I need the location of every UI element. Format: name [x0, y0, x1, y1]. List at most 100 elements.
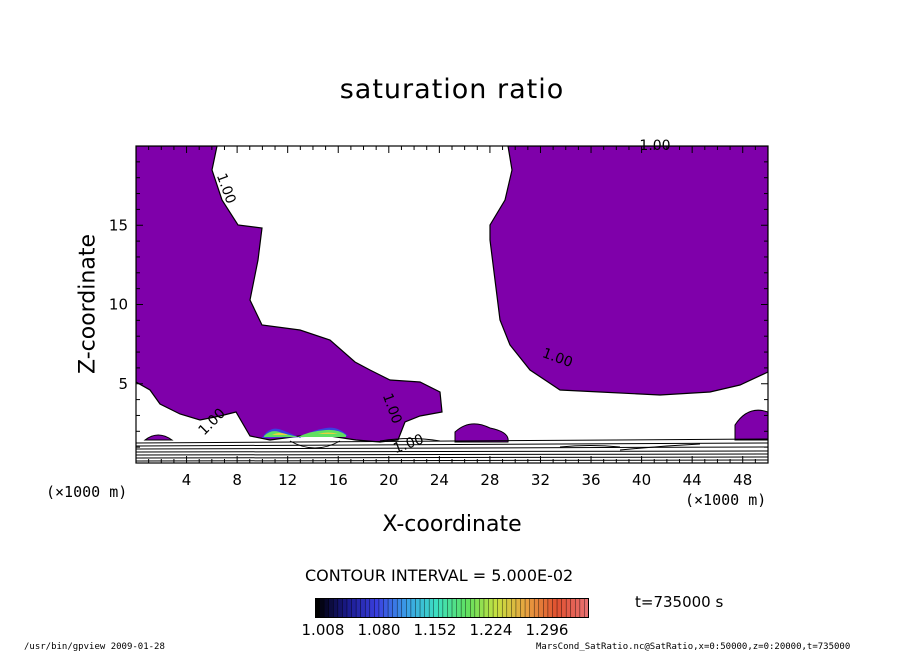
- colorbar-cell: [337, 598, 343, 618]
- colorbar-cell: [502, 598, 508, 618]
- colorbar: [315, 598, 589, 618]
- x-tick-label: 16: [329, 471, 348, 489]
- colorbar-cell: [356, 598, 362, 618]
- colorbar-labels: 1.008 1.080 1.152 1.224 1.296: [302, 621, 569, 639]
- footer-source: MarsCond_SatRatio.nc@SatRatio,x=0:50000,…: [536, 642, 851, 652]
- supersaturated-region-small-c: [734, 409, 768, 441]
- colorbar-cell: [452, 598, 458, 618]
- colorbar-cell: [561, 598, 567, 618]
- colorbar-cell: [319, 598, 325, 618]
- colorbar-cell: [465, 598, 471, 618]
- chart-title: saturation ratio: [339, 74, 565, 105]
- colorbar-cell: [534, 598, 540, 618]
- colorbar-tick-label: 1.008: [302, 621, 345, 639]
- footer-command: /usr/bin/gpview 2009-01-28: [24, 642, 165, 652]
- z-scale-label: (×1000 m): [46, 483, 128, 501]
- colorbar-cell: [388, 598, 394, 618]
- contour-interval: CONTOUR INTERVAL = 5.000E-02: [305, 566, 574, 585]
- colorbar-cell: [552, 598, 558, 618]
- colorbar-cell: [575, 598, 581, 618]
- peak-saturation-band: [264, 429, 346, 437]
- colorbar-cell: [360, 598, 366, 618]
- colorbar-cell: [479, 598, 485, 618]
- colorbar-cell: [474, 598, 480, 618]
- colorbar-cell: [520, 598, 526, 618]
- x-tick-label: 36: [581, 471, 600, 489]
- surface-contours: [136, 438, 768, 462]
- colorbar-cell: [529, 598, 535, 618]
- colorbar-cell: [538, 598, 544, 618]
- colorbar-cell: [397, 598, 403, 618]
- colorbar-cell: [515, 598, 521, 618]
- x-tick-label: 8: [232, 471, 242, 489]
- x-scale-label: (×1000 m): [685, 491, 767, 509]
- colorbar-cell: [420, 598, 426, 618]
- y-axis-label: Z-coordinate: [75, 234, 101, 374]
- y-tick-label: 5: [118, 375, 128, 393]
- colorbar-cell: [547, 598, 553, 618]
- supersaturated-region-right: [489, 146, 768, 396]
- colorbar-cell: [525, 598, 531, 618]
- colorbar-cell: [374, 598, 380, 618]
- y-tick-label: 15: [109, 216, 128, 234]
- colorbar-cell: [324, 598, 330, 618]
- colorbar-cell: [461, 598, 467, 618]
- colorbar-tick-label: 1.296: [526, 621, 569, 639]
- supersaturated-region-left: [136, 146, 443, 443]
- supersaturated-region-small-b: [143, 434, 174, 441]
- x-tick-label: 44: [683, 471, 702, 489]
- colorbar-cell: [456, 598, 462, 618]
- colorbar-cell: [438, 598, 444, 618]
- colorbar-tick-label: 1.152: [414, 621, 457, 639]
- colorbar-cell: [543, 598, 549, 618]
- colorbar-cell: [570, 598, 576, 618]
- colorbar-cell: [506, 598, 512, 618]
- colorbar-cell: [442, 598, 448, 618]
- x-tick-label: 24: [430, 471, 449, 489]
- colorbar-cell: [429, 598, 435, 618]
- colorbar-cell: [378, 598, 384, 618]
- x-tick-label: 48: [733, 471, 752, 489]
- x-tick-label: 4: [182, 471, 192, 489]
- colorbar-cell: [333, 598, 339, 618]
- x-tick-label: 40: [632, 471, 651, 489]
- colorbar-cell: [328, 598, 334, 618]
- colorbar-cell: [488, 598, 494, 618]
- colorbar-cell: [579, 598, 585, 618]
- colorbar-cell: [470, 598, 476, 618]
- colorbar-cell: [346, 598, 353, 618]
- supersaturated-region-small-a: [454, 423, 509, 443]
- colorbar-cell: [315, 598, 321, 618]
- colorbar-cell: [415, 598, 421, 618]
- colorbar-cell: [365, 598, 371, 618]
- colorbar-cell: [351, 598, 357, 618]
- colorbar-cell: [406, 598, 412, 618]
- colorbar-cell: [511, 598, 517, 618]
- colorbar-cell: [424, 598, 430, 618]
- colorbar-cell: [369, 598, 375, 618]
- colorbar-cell: [410, 598, 416, 618]
- colorbar-cell: [557, 598, 563, 618]
- colorbar-cell: [493, 598, 499, 618]
- colorbar-cell: [433, 598, 439, 618]
- time-label: t=735000 s: [635, 593, 724, 611]
- colorbar-cell: [383, 598, 389, 618]
- colorbar-cell: [447, 598, 453, 618]
- peak-saturation-core: [272, 432, 338, 435]
- x-tick-label: 28: [480, 471, 499, 489]
- colorbar-frame: [315, 598, 589, 618]
- colorbar-cell: [342, 598, 348, 618]
- x-tick-label: 20: [379, 471, 398, 489]
- colorbar-cell: [497, 598, 503, 618]
- y-tick-label: 10: [109, 296, 128, 314]
- colorbar-cell: [392, 598, 398, 618]
- colorbar-cell: [483, 598, 490, 618]
- colorbar-cell: [566, 598, 572, 618]
- axis-ticks: [136, 146, 768, 463]
- x-axis-label: X-coordinate: [382, 512, 522, 537]
- colorbar-cell: [584, 598, 589, 618]
- colorbar-cell: [401, 598, 407, 618]
- colorbar-tick-label: 1.224: [470, 621, 513, 639]
